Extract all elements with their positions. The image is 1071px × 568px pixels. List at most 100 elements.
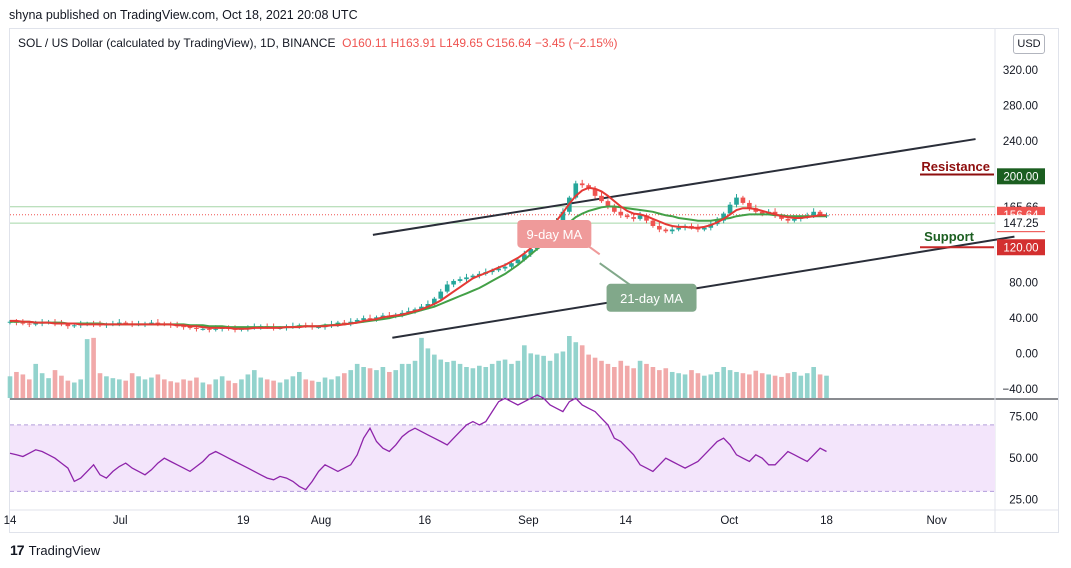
candle-body [785,218,791,221]
candle-body [316,327,321,329]
candle-body [213,328,219,330]
price-tick-label: 40.00 [1009,313,1038,325]
legend-low: L149.65 [439,36,483,50]
candle-body [560,211,566,221]
volume-bar [489,363,495,398]
volume-bar [624,365,630,398]
volume-bar [52,370,58,398]
volume-bar [110,378,116,398]
volume-bar [425,348,431,398]
volume-bar [804,373,810,398]
candle-body [342,322,347,324]
volume-bar [792,371,797,398]
candle-body [419,306,424,310]
candle-body [432,298,437,305]
candle-body [721,213,726,221]
volume-bar [714,371,720,398]
volume-bar [438,359,444,398]
candle-body [354,319,360,322]
volume-bar [367,368,373,398]
volume-bar [464,367,469,398]
volume-bar [232,383,238,398]
volume-bar [779,376,784,398]
volume-bar [251,370,257,398]
volume-bar [644,363,649,398]
candle-body [457,279,463,281]
chart-frame [9,28,1059,533]
ma21-line [10,205,827,329]
tradingview-logo[interactable]: 17 TradingView [10,542,100,558]
candle-body [123,322,129,324]
volume-bar [335,376,341,398]
candle-body [116,322,122,324]
volume-bar [663,368,669,398]
currency-button[interactable]: USD [1013,34,1045,54]
volume-bar [785,373,791,398]
volume-bar [348,370,354,398]
volume-bar [116,379,122,398]
ma21-callout: 21-day MA [606,283,697,312]
volume-bar [650,367,656,398]
price-axis-badge-label: 147.25 [1003,218,1038,230]
volume-bar [303,379,309,398]
volume-bar [297,371,302,398]
volume-bar [444,362,450,398]
volume-bar [432,354,437,398]
rsi-tick-label: 25.00 [1009,495,1038,507]
rsi-line [9,394,827,491]
candle-body [528,249,534,255]
legend-change: −3.45 (−2.15%) [534,36,618,50]
volume-bar [14,371,19,398]
volume-bar [20,374,26,398]
volume-bar [759,373,765,398]
ma9-line [10,186,827,330]
candle-body [206,328,212,330]
trend-line [372,138,976,236]
callout-box [517,219,592,248]
volume-bar [65,380,71,398]
volume-bar [406,363,411,398]
candle-body [502,266,508,269]
candle-body [817,211,823,216]
candle-body [65,324,71,327]
price-axis-badge-label: 200.00 [1003,171,1038,183]
candle-body [759,211,765,214]
candle-body [734,197,739,205]
volume-bar [515,360,521,398]
volume-bar [26,379,32,398]
candle-body [464,277,469,280]
volume-bar [560,351,566,398]
ma9-pointer [579,239,601,256]
volume-bar [374,370,379,398]
volume-bar [541,355,546,398]
volume-bar [174,382,180,398]
time-tick-label: Aug [311,515,331,527]
time-tick-label: 18 [820,515,833,527]
volume-bar [657,370,662,398]
legend-high: H163.91 [390,36,437,50]
time-tick-label: 16 [418,515,431,527]
volume-bar [753,370,759,398]
volume-bar [547,360,553,398]
volume-bar [502,359,508,398]
volume-bar [534,354,540,398]
volume-bar [702,375,707,398]
volume-bar [161,379,167,398]
volume-bar [33,363,39,398]
price-tick-label: 240.00 [1003,136,1038,148]
legend-open: O160.11 [342,36,388,50]
volume-bar [605,363,611,398]
volume-bar [46,378,51,398]
candle-body [618,211,624,216]
volume-bar [798,375,804,398]
candle-body [740,197,746,203]
legend-symbol: SOL / US Dollar (calculated by TradingVi… [18,36,336,50]
price-tick-label: −40.00 [1003,384,1039,396]
volume-bar [419,337,424,398]
volume-bar [187,380,193,398]
volume-bar [451,360,456,398]
volume-bar [612,367,617,398]
candle-body [26,323,32,325]
volume-bar [727,370,733,398]
volume-bar [817,374,823,398]
